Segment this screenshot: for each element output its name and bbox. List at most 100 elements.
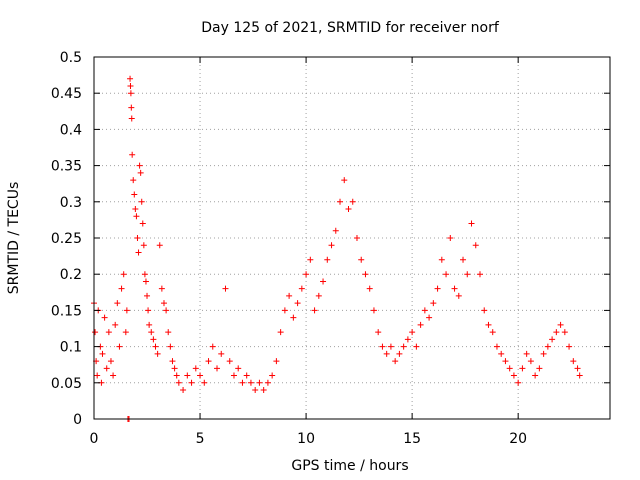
data-point [447,235,454,241]
data-point [498,350,505,357]
data-point [366,285,373,292]
data-point [116,343,123,350]
data-point [290,314,297,321]
data-point [277,329,284,336]
data-point [235,365,242,372]
data-point [557,321,564,328]
data-point [160,300,167,307]
data-point [349,198,356,205]
data-point [337,198,344,205]
data-point [192,365,199,372]
data-point [515,379,522,386]
data-point [218,350,225,357]
data-point [438,256,445,263]
data-point [434,285,441,292]
data-point [281,307,288,314]
x-tick-label: 0 [90,431,99,447]
data-point [133,213,140,220]
data-point [468,220,475,227]
x-tick-label: 10 [297,431,315,447]
x-axis-label: GPS time / hours [291,458,408,474]
data-point [114,300,121,307]
data-point [222,285,229,292]
data-point [481,307,488,314]
data-point [110,372,117,379]
data-point [127,75,134,82]
data-point [128,104,135,111]
data-point [566,343,573,350]
data-point [387,343,394,350]
data-point [269,372,276,379]
data-point [247,379,254,386]
data-point [460,256,467,263]
y-tick-label: 0.45 [51,86,82,102]
data-point [130,177,137,184]
data-point [379,343,386,350]
y-tick-label: 0.1 [60,340,82,356]
data-point [169,358,176,365]
data-point [413,343,420,350]
x-tick-label: 15 [403,431,421,447]
data-point [167,343,174,350]
data-point [273,358,280,365]
data-point [145,307,152,314]
y-tick-label: 0.4 [60,122,82,138]
data-point [510,372,517,379]
data-point [345,206,352,213]
data-point [464,271,471,278]
data-point [519,365,526,372]
data-point [451,285,458,292]
data-point [92,329,99,336]
data-point [154,350,161,357]
data-point [137,169,144,176]
data-point [118,285,125,292]
data-point [493,343,500,350]
data-point [443,271,450,278]
data-point [132,206,139,213]
data-point [476,271,483,278]
data-point [188,379,195,386]
data-point [307,256,314,263]
data-point [150,336,157,343]
data-point [214,365,221,372]
data-point [180,387,187,394]
data-point [171,365,178,372]
data-point [311,307,318,314]
data-point [576,372,583,379]
data-point [472,242,479,249]
data-point [549,336,556,343]
x-tick-label: 5 [196,431,205,447]
data-point [146,321,153,328]
data-point [506,365,513,372]
data-series [91,75,583,422]
data-point [298,285,305,292]
y-tick-label: 0.25 [51,231,82,247]
data-point [332,227,339,234]
data-point [256,379,263,386]
data-point [341,177,348,184]
data-point [101,314,108,321]
data-point [574,365,581,372]
data-point [421,307,428,314]
data-point [156,242,163,249]
data-point [197,372,204,379]
grid [94,57,610,419]
data-point [134,235,141,241]
y-tick-label: 0.2 [60,267,82,283]
data-point [142,278,149,285]
data-point [184,372,191,379]
data-point [128,115,135,122]
data-point [127,82,134,89]
data-point [527,358,534,365]
data-point [561,329,568,336]
data-point [396,350,403,357]
data-point [320,278,327,285]
data-point [165,329,172,336]
data-point [105,329,112,336]
data-point [353,235,360,241]
data-point [502,358,509,365]
data-point [131,191,138,198]
data-point [158,285,165,292]
data-point [540,350,547,357]
data-point [383,350,390,357]
